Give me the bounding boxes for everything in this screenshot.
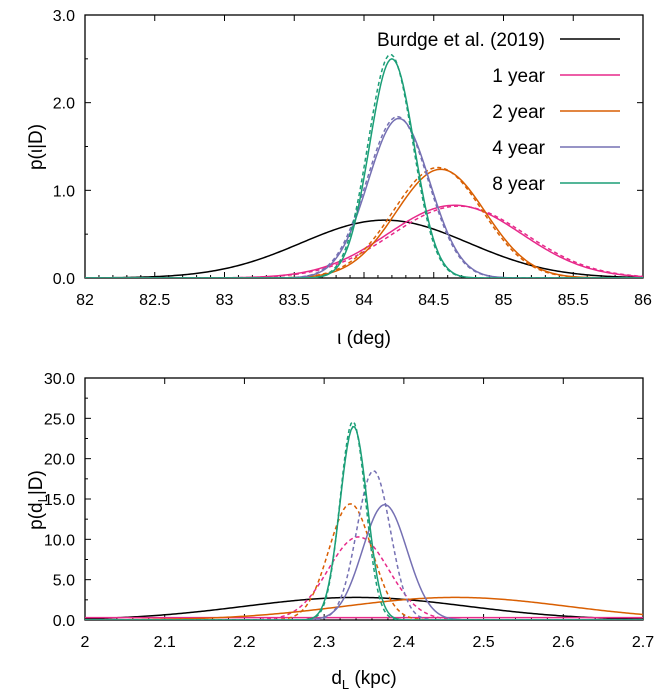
x-tick-label: 86 xyxy=(634,292,652,309)
y-tick-label: 15.0 xyxy=(44,492,75,509)
curve-2-year xyxy=(85,596,643,620)
x-tick-label: 2.3 xyxy=(313,634,335,651)
x-axis-label: dL (kpc) xyxy=(331,668,396,692)
curve-8-year xyxy=(85,58,643,278)
x-tick-label: 82 xyxy=(76,292,94,309)
y-tick-label: 10.0 xyxy=(44,532,75,549)
curve-8-year-dashed xyxy=(85,53,643,278)
x-axis-ticks: 82 82.5 83 83.5 84 84.5 85 85.5 86 xyxy=(76,15,652,309)
x-tick-label: 84.5 xyxy=(418,292,449,309)
y-tick-label: 3.0 xyxy=(53,8,75,25)
posterior-curves xyxy=(85,420,643,620)
x-axis-ticks: 2 2.1 2.2 2.3 2.4 2.5 2.6 2.7 xyxy=(81,378,654,651)
y-tick-label: 0.0 xyxy=(53,271,75,288)
curve-4-year xyxy=(85,117,643,278)
legend-label: 2 year xyxy=(492,102,545,123)
curve-2-year-dashed xyxy=(85,166,643,278)
curve-4-year-dashed xyxy=(85,469,643,620)
y-axis-label: p(ι|D) xyxy=(26,124,47,170)
posterior-curves xyxy=(85,53,643,278)
legend-label: 4 year xyxy=(492,138,545,159)
legend: Burdge et al. (2019) 1 year 2 year 4 year 8 … xyxy=(377,30,620,195)
x-tick-label: 2 xyxy=(81,634,90,651)
x-tick-label: 2.4 xyxy=(393,634,415,651)
x-tick-label: 2.2 xyxy=(233,634,255,651)
y-tick-label: 25.0 xyxy=(44,411,75,428)
y-tick-label: 0.0 xyxy=(53,613,75,630)
curve-1-year-dashed xyxy=(85,536,643,620)
y-tick-label: 5.0 xyxy=(53,573,75,590)
y-axis-ticks: 0.0 1.0 2.0 3.0 xyxy=(53,8,643,288)
y-axis-label: p(dL|D) xyxy=(26,470,50,530)
plot-frame xyxy=(84,14,644,279)
x-tick-label: 83 xyxy=(216,292,234,309)
x-tick-label: 84 xyxy=(355,292,373,309)
distance-posterior-plot: 0.0 5.0 10.0 15.0 20.0 25.0 30.0 2 2.1 2.2 2.3 2.4… xyxy=(26,371,654,692)
curve-4-year-dashed xyxy=(85,115,643,278)
legend-label: Burdge et al. (2019) xyxy=(377,30,545,51)
x-tick-label: 2.1 xyxy=(154,634,176,651)
legend-label: 8 year xyxy=(492,174,545,195)
x-tick-label: 82.5 xyxy=(139,292,170,309)
x-tick-label: 85.5 xyxy=(558,292,589,309)
curve-8-year-dashed xyxy=(85,420,643,620)
legend-label: 1 year xyxy=(492,66,545,87)
curve-1-year-dashed xyxy=(85,205,643,278)
curve-burdge-et-al-2019- xyxy=(85,219,643,278)
curve-burdge-et-al-2019- xyxy=(85,596,643,620)
x-tick-label: 85 xyxy=(495,292,513,309)
curve-8-year xyxy=(85,425,643,620)
x-tick-label: 2.6 xyxy=(552,634,574,651)
x-tick-label: 83.5 xyxy=(279,292,310,309)
plot-frame xyxy=(84,377,644,621)
y-tick-label: 1.0 xyxy=(53,183,75,200)
y-tick-label: 30.0 xyxy=(44,371,75,388)
inclination-posterior-plot: 0.01.02.03.0 82 82.5 83 83.5 84 84.5 85 85.5 86 … xyxy=(26,8,652,349)
x-axis-label: ι (deg) xyxy=(337,328,391,349)
x-tick-label: 2.5 xyxy=(472,634,494,651)
curve-1-year xyxy=(85,204,643,278)
curve-4-year xyxy=(85,503,643,620)
curve-2-year-dashed xyxy=(85,503,643,620)
y-tick-label: 2.0 xyxy=(53,96,75,113)
curve-2-year xyxy=(85,168,643,278)
x-tick-label: 2.7 xyxy=(632,634,654,651)
y-tick-label: 20.0 xyxy=(44,452,75,469)
y-axis-ticks: 0.0 5.0 10.0 15.0 20.0 25.0 30.0 xyxy=(44,371,643,630)
